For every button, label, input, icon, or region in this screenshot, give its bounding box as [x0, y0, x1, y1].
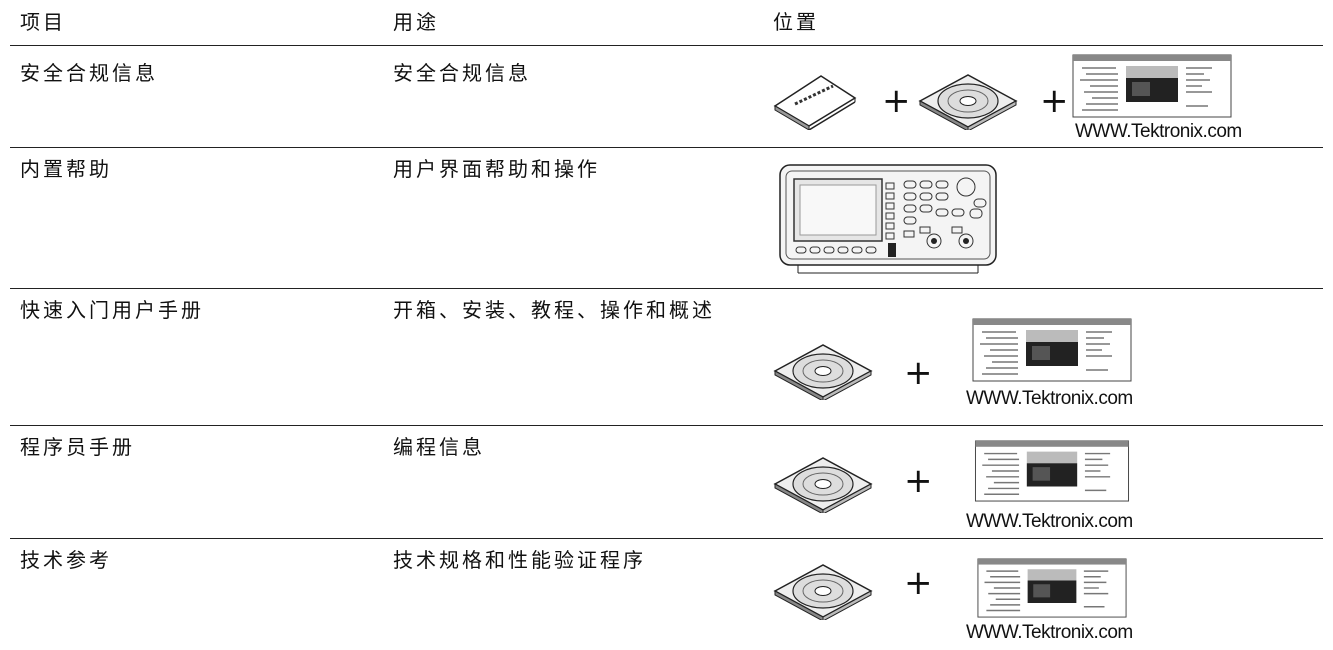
- purpose-cell: 编程信息: [393, 435, 485, 459]
- purpose-cell: 开箱、安装、教程、操作和概述: [393, 298, 715, 322]
- cd-icon: [773, 562, 873, 620]
- plus-sign: +: [882, 81, 911, 121]
- url-text: WWW.Tektronix.com: [966, 388, 1133, 409]
- cd-icon: [773, 342, 873, 400]
- plus-sign: +: [904, 461, 933, 501]
- row-rule: [10, 538, 1323, 539]
- instrument-icon: [778, 163, 998, 275]
- webpage-icon: [972, 440, 1132, 502]
- item-cell: 程序员手册: [20, 435, 135, 459]
- row-rule: [10, 425, 1323, 426]
- purpose-cell: 技术规格和性能验证程序: [393, 548, 646, 572]
- plus-sign: +: [904, 353, 933, 393]
- item-cell: 技术参考: [20, 548, 112, 572]
- header-cell: 项目: [20, 10, 66, 34]
- item-cell: 快速入门用户手册: [20, 298, 204, 322]
- webpage-icon: [1072, 54, 1232, 118]
- header-cell: 位置: [773, 10, 819, 34]
- plus-sign: +: [1040, 81, 1069, 121]
- item-cell: 安全合规信息: [20, 61, 158, 85]
- cd-icon: [773, 455, 873, 513]
- url-text: WWW.Tektronix.com: [966, 622, 1133, 643]
- purpose-cell: 用户界面帮助和操作: [393, 157, 600, 181]
- row-rule: [10, 288, 1323, 289]
- url-text: WWW.Tektronix.com: [966, 511, 1133, 532]
- manual-icon: [773, 72, 857, 130]
- plus-sign: +: [904, 563, 933, 603]
- row-rule: [10, 45, 1323, 46]
- purpose-cell: 安全合规信息: [393, 61, 531, 85]
- cd-icon: [918, 72, 1018, 130]
- webpage-icon: [972, 558, 1132, 618]
- row-rule: [10, 147, 1323, 148]
- url-text: WWW.Tektronix.com: [1075, 121, 1242, 142]
- header-cell: 用途: [393, 10, 439, 34]
- item-cell: 内置帮助: [20, 157, 112, 181]
- webpage-icon: [972, 318, 1132, 382]
